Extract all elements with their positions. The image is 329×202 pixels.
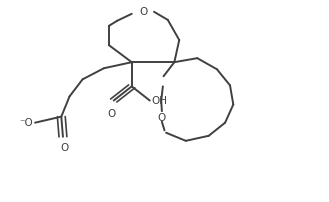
Text: O: O [139,7,147,17]
Text: O: O [107,108,115,118]
Text: OH: OH [151,96,167,106]
Text: ⁻O: ⁻O [20,117,34,127]
Text: O: O [158,112,166,122]
Text: O: O [61,142,69,152]
